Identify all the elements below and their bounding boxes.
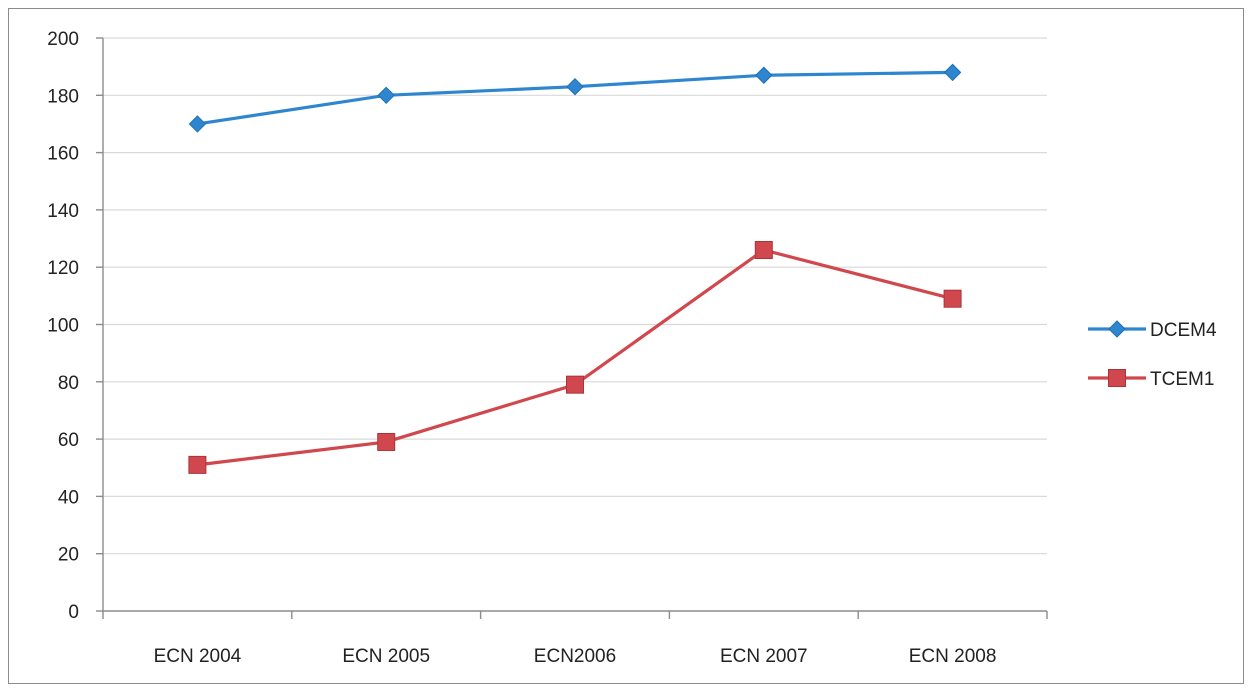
- legend-label: DCEM4: [1150, 320, 1217, 341]
- data-point: [188, 455, 207, 474]
- data-point: [188, 115, 207, 133]
- legend-item-tcem1: TCEM1: [1088, 369, 1214, 390]
- data-point: [377, 432, 396, 451]
- legend-item-dcem4: DCEM4: [1088, 320, 1217, 341]
- x-tick-label: ECN 2008: [909, 646, 997, 667]
- legend-label: TCEM1: [1150, 369, 1214, 390]
- data-point: [566, 375, 584, 394]
- y-tick-label: 80: [58, 373, 79, 394]
- x-tick-label: ECN2006: [534, 646, 616, 667]
- legend-marker: [1108, 320, 1126, 338]
- y-tick-label: 200: [47, 29, 79, 50]
- y-tick-label: 20: [58, 545, 79, 566]
- legend: DCEM4 TCEM1: [1088, 320, 1217, 390]
- data-point: [943, 63, 962, 82]
- x-tick-label: ECN 2007: [720, 646, 808, 667]
- y-tick-label: 140: [47, 201, 79, 222]
- y-tick-label: 120: [47, 258, 79, 279]
- x-axis-tick-labels: ECN 2004 ECN 2005 ECN2006 ECN 2007 ECN 2008: [154, 646, 997, 667]
- axes: [96, 37, 1048, 619]
- series-dcem4: [188, 63, 962, 133]
- y-tick-label: 60: [58, 430, 79, 451]
- series-line: [197, 248, 953, 467]
- series-layer: [188, 63, 962, 474]
- y-tick-label: 100: [47, 316, 79, 337]
- y-tick-label: 40: [58, 487, 79, 508]
- x-tick-label: ECN 2004: [154, 646, 242, 667]
- data-point: [755, 66, 773, 84]
- data-point: [754, 241, 773, 260]
- y-tick-label: 180: [47, 86, 79, 107]
- y-tick-label: 160: [47, 144, 79, 165]
- y-tick-label: 0: [68, 602, 79, 623]
- series-tcem1: [188, 241, 962, 474]
- data-point: [943, 289, 962, 308]
- data-point: [566, 77, 584, 96]
- legend-marker: [1108, 369, 1126, 387]
- x-tick-label: ECN 2005: [342, 646, 430, 667]
- y-axis-tick-labels: 0 20 40 60 80 100 120 140 160 180 200: [47, 29, 79, 623]
- data-point: [377, 86, 395, 105]
